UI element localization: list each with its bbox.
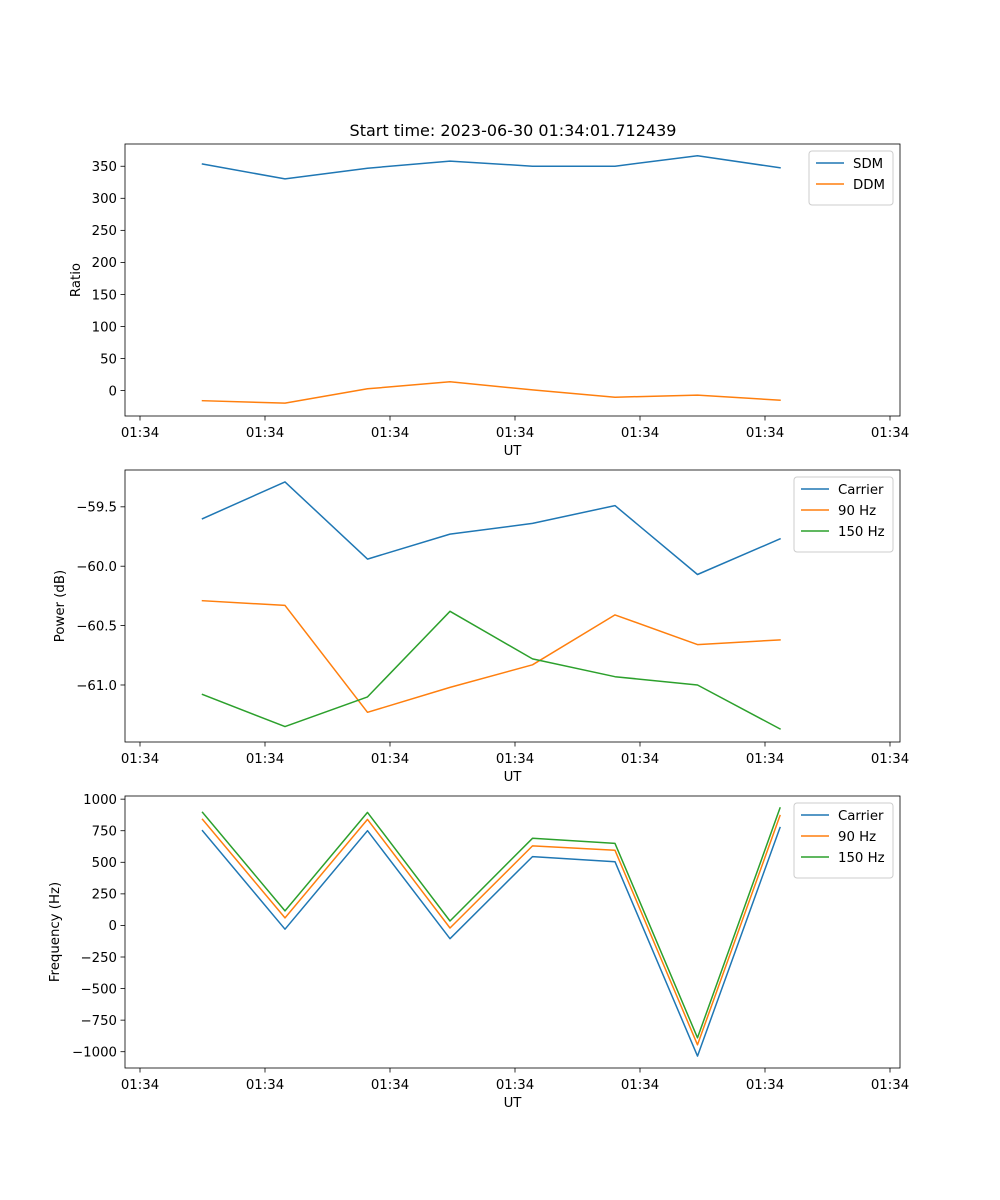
series-line-ddm xyxy=(201,381,781,404)
x-tick-label: 01:34 xyxy=(621,752,659,767)
y-tick-label: −59.5 xyxy=(76,501,117,516)
y-tick-label: −60.5 xyxy=(76,619,117,634)
y-tick-label: 350 xyxy=(92,160,117,175)
y-tick-label: 500 xyxy=(92,856,117,871)
legend: Carrier 90 Hz 150 Hz xyxy=(793,802,894,879)
x-tick-label: 01:34 xyxy=(371,752,409,767)
legend-box xyxy=(793,802,894,879)
x-tick-label: 01:34 xyxy=(871,1078,909,1093)
panel-3: 01:34 01:34 01:34 01:34 01:34 01:34 01:34 −1000… xyxy=(48,793,909,1111)
y-tick-label: 100 xyxy=(92,320,117,335)
x-tick-label: 01:34 xyxy=(496,426,534,441)
legend-box xyxy=(793,476,894,553)
y-tick-label: −1000 xyxy=(72,1046,117,1061)
x-tick-label: 01:34 xyxy=(246,752,284,767)
x-tick-label: 01:34 xyxy=(746,1078,784,1093)
legend-entry: 150 Hz xyxy=(838,851,885,866)
x-tick-label: 01:34 xyxy=(746,426,784,441)
series-line-150-hz xyxy=(201,610,782,730)
y-tick-label: 750 xyxy=(92,825,117,840)
y-tick-label: 1000 xyxy=(83,793,117,808)
figure-title: Start time: 2023-06-30 01:34:01.712439 xyxy=(350,121,677,140)
y-tick-label: 300 xyxy=(92,192,117,207)
legend-entry: Carrier xyxy=(838,483,884,498)
y-axis-label: Ratio xyxy=(69,263,84,297)
x-tick-label: 01:34 xyxy=(621,1078,659,1093)
series-line-90-hz xyxy=(201,814,781,1046)
y-tick-label: −750 xyxy=(80,1014,117,1029)
legend-entry: Carrier xyxy=(838,809,884,824)
x-tick-label: 01:34 xyxy=(121,1078,159,1093)
y-tick-label: 250 xyxy=(92,224,117,239)
x-tick-label: 01:34 xyxy=(121,426,159,441)
x-tick-label: 01:34 xyxy=(371,426,409,441)
legend: Carrier 90 Hz 150 Hz xyxy=(793,476,894,553)
panel-1-frame xyxy=(124,143,901,417)
x-axis-label: UT xyxy=(504,1096,523,1111)
y-tick-label: 200 xyxy=(92,256,117,271)
y-tick-label: 50 xyxy=(100,352,117,367)
legend-entry: 90 Hz xyxy=(838,504,876,519)
legend-entry: 150 Hz xyxy=(838,525,885,540)
x-tick-label: 01:34 xyxy=(871,426,909,441)
x-tick-label: 01:34 xyxy=(496,752,534,767)
x-axis-label: UT xyxy=(504,444,523,459)
y-tick-label: −250 xyxy=(80,951,117,966)
series-line-carrier xyxy=(201,826,781,1057)
x-tick-label: 01:34 xyxy=(121,752,159,767)
y-tick-label: 0 xyxy=(109,384,117,399)
series-line-carrier xyxy=(201,481,781,576)
series-line-sdm xyxy=(201,154,781,180)
panels: 01:34 01:34 01:34 01:34 01:34 01:34 01:34 0 50 10… xyxy=(48,143,909,1111)
y-tick-label: 250 xyxy=(92,888,117,903)
legend-entry: 90 Hz xyxy=(838,830,876,845)
panel-1: 01:34 01:34 01:34 01:34 01:34 01:34 01:34 0 50 10… xyxy=(69,143,909,459)
panel-3-frame xyxy=(124,795,901,1069)
x-tick-label: 01:34 xyxy=(871,752,909,767)
x-tick-label: 01:34 xyxy=(246,426,284,441)
series-line-90-hz xyxy=(201,599,781,714)
y-tick-label: −500 xyxy=(80,982,117,997)
legend-entry: SDM xyxy=(853,157,883,172)
series-line-150-hz xyxy=(201,807,781,1039)
panel-2-frame xyxy=(124,469,901,743)
legend: SDM DDM xyxy=(808,150,894,206)
y-axis-label: Power (dB) xyxy=(53,570,68,642)
y-tick-label: 0 xyxy=(109,919,117,934)
x-tick-label: 01:34 xyxy=(371,1078,409,1093)
panel-2: 01:34 01:34 01:34 01:34 01:34 01:34 01:34 −61.0… xyxy=(53,469,909,785)
legend-box xyxy=(808,150,894,206)
x-tick-label: 01:34 xyxy=(746,752,784,767)
x-axis-label: UT xyxy=(504,770,523,785)
legend-entry: DDM xyxy=(853,178,885,193)
x-tick-label: 01:34 xyxy=(621,426,659,441)
x-tick-label: 01:34 xyxy=(246,1078,284,1093)
y-tick-label: 150 xyxy=(92,288,117,303)
y-tick-label: −60.0 xyxy=(76,560,117,575)
x-tick-label: 01:34 xyxy=(496,1078,534,1093)
y-axis-label: Frequency (Hz) xyxy=(48,882,63,982)
y-tick-label: −61.0 xyxy=(76,679,117,694)
